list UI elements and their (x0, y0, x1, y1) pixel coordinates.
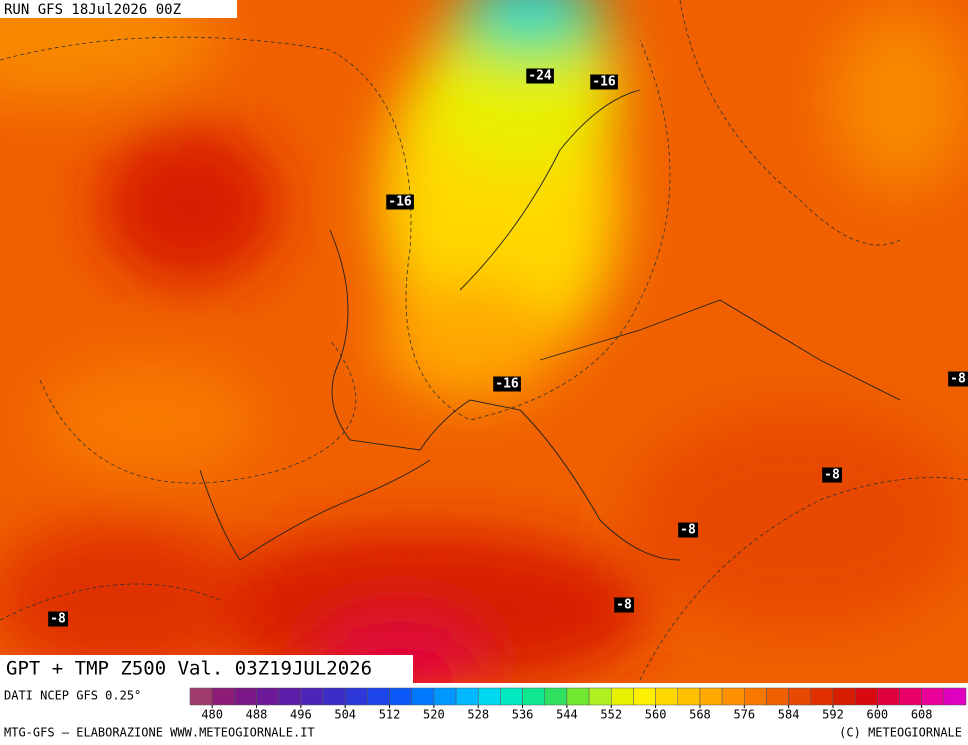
colorbar-tick-label: 488 (246, 708, 268, 722)
data-source: DATI NCEP GFS 0.25° (4, 689, 141, 703)
colorbar-tick-label: 528 (467, 708, 489, 722)
label-box (822, 467, 842, 483)
colorbar-swatch (278, 687, 302, 706)
colorbar-swatch (544, 687, 568, 706)
footer-copyright: (C) METEOGIORNALE (839, 726, 962, 740)
colorbar-swatch (832, 687, 856, 706)
colorbar-swatch (766, 687, 789, 706)
label-box (678, 522, 698, 538)
temperature-label: -24 (528, 69, 552, 84)
colorbar: 480 488 496 504 512 520 528 536 544 552 560 568 576 5… (189, 687, 967, 722)
colorbar-tick-label: 560 (645, 708, 667, 722)
temperature-label: -8 (824, 468, 840, 483)
colorbar-swatch (389, 687, 412, 706)
colorbar-swatch (367, 687, 390, 706)
colorbar-swatch (588, 687, 612, 706)
map-field (0, 0, 968, 683)
colorbar-swatch (322, 687, 346, 706)
label-box (48, 611, 68, 627)
footer-credit: MTG-GFS — ELABORAZIONE WWW.METEOGIORNALE… (4, 726, 315, 740)
colorbar-swatch (300, 687, 324, 706)
colorbar-tick-label: 504 (334, 708, 356, 722)
colorbar-tick-label: 544 (556, 708, 578, 722)
colorbar-swatch (455, 687, 479, 706)
temperature-label: -8 (680, 523, 696, 538)
colorbar-swatch (256, 687, 279, 706)
temperature-label: -16 (592, 75, 616, 90)
colorbar-swatch (566, 687, 590, 706)
run-label: RUN GFS 18Jul2026 00Z (4, 2, 181, 18)
colorbar-tick-label: 568 (689, 708, 711, 722)
colorbar-tick-label: 600 (866, 708, 888, 722)
label-box (493, 376, 521, 392)
colorbar-swatch (699, 687, 723, 706)
colorbar-tick-label: 584 (778, 708, 800, 722)
temperature-label: -8 (50, 612, 66, 627)
colorbar-swatch (500, 687, 523, 706)
temperature-label: -16 (388, 195, 412, 210)
colorbar-swatch (611, 687, 634, 706)
colorbar-swatch (522, 687, 545, 706)
label-box (614, 597, 634, 613)
colorbar-swatch (899, 687, 922, 706)
label-box (526, 68, 554, 84)
colorbar-tick-label: 480 (201, 708, 223, 722)
temperature-label: -8 (616, 598, 632, 613)
temperature-label: -16 (495, 377, 519, 392)
colorbar-swatch (477, 687, 501, 706)
colorbar-tick-label: 592 (822, 708, 844, 722)
colorbar-tick-label: 608 (911, 708, 933, 722)
colorbar-swatch (633, 687, 656, 706)
colorbar-swatch (344, 687, 368, 706)
header-box (0, 0, 237, 18)
temperature-label: -8 (950, 372, 966, 387)
label-box (386, 194, 414, 210)
colorbar-tick-label: 536 (512, 708, 534, 722)
colorbar-swatch (921, 687, 945, 706)
label-box (948, 371, 968, 387)
colorbar-swatch (721, 687, 745, 706)
colorbar-swatch (810, 687, 834, 706)
colorbar-tick-label: 520 (423, 708, 445, 722)
title-box (0, 655, 413, 683)
colorbar-tick-label: 512 (379, 708, 401, 722)
colorbar-swatch (677, 687, 701, 706)
colorbar-swatch (234, 687, 257, 706)
colorbar-swatch (411, 687, 435, 706)
colorbar-swatch (854, 687, 878, 706)
colorbar-tick-label: 576 (733, 708, 755, 722)
colorbar-swatch (433, 687, 457, 706)
colorbar-tick-label: 552 (600, 708, 622, 722)
label-box (590, 74, 618, 90)
colorbar-swatch (788, 687, 812, 706)
colorbar-swatch (877, 687, 900, 706)
colorbar-tick-label: 496 (290, 708, 312, 722)
map-title: GPT + TMP Z500 Val. 03Z19JUL2026 (6, 658, 372, 680)
colorbar-swatch (943, 687, 967, 706)
colorbar-swatch (655, 687, 679, 706)
colorbar-swatch (189, 687, 213, 706)
colorbar-swatch (744, 687, 767, 706)
colorbar-swatch (211, 687, 235, 706)
